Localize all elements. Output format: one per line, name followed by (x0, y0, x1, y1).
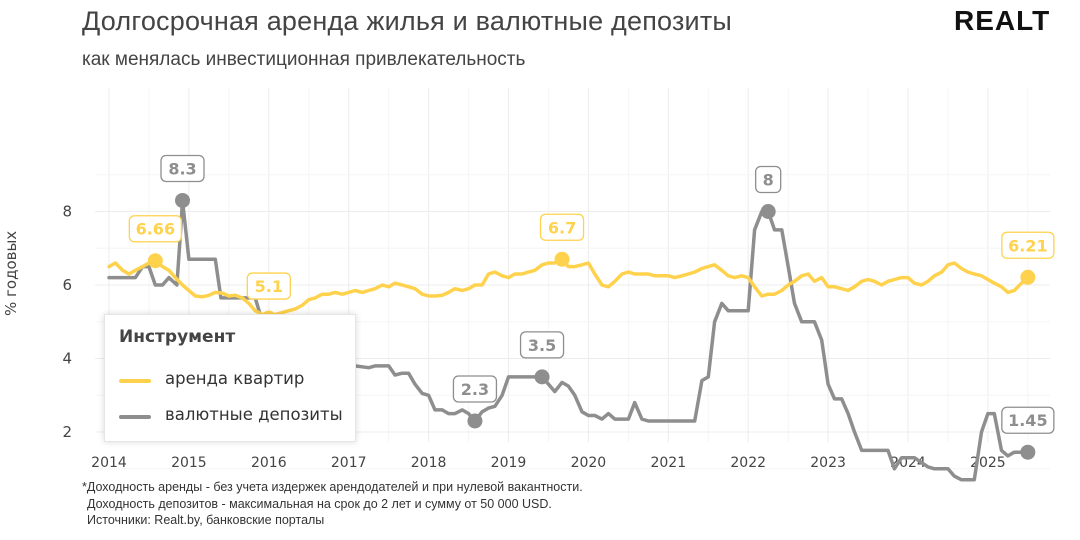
rent-annotation-point (554, 251, 570, 267)
legend-label-deposits: валютные депозиты (165, 405, 343, 424)
deposit-annotation-label: 8 (763, 171, 774, 190)
rent-annotation-label: 6.21 (1008, 236, 1047, 255)
footnote-sources: Источники: Realt.by, банковские порталы (87, 513, 325, 527)
deposit-annotation-point (760, 204, 776, 219)
legend: Инструмент аренда квартир валютные депоз… (104, 314, 356, 442)
deposit-annotation-label: 8.3 (168, 159, 196, 178)
deposit-annotation-box (160, 154, 205, 183)
y-tick-label: 6 (62, 276, 72, 294)
rent-annotation-box (128, 215, 182, 243)
legend-swatch-deposits (119, 415, 151, 419)
x-tick-label: 2017 (331, 455, 367, 471)
legend-label-rent: аренда квартир (165, 369, 305, 388)
y-tick-label: 2 (62, 423, 72, 441)
deposit-annotation-box (755, 165, 782, 194)
rent-annotation-point (147, 253, 163, 269)
legend-title: Инструмент (119, 327, 236, 347)
x-tick-label: 2019 (491, 455, 527, 471)
y-axis-label: % годовых (2, 230, 20, 316)
deposit-annotation-label: 2.3 (461, 380, 489, 399)
x-tick-label: 2021 (650, 455, 686, 471)
x-tick-label: 2014 (91, 455, 127, 471)
x-tick-label: 2023 (810, 455, 846, 471)
deposit-annotation-box (1001, 406, 1055, 434)
footnote-rent: *Доходность аренды - без учета издержек … (82, 480, 583, 494)
y-tick-label: 4 (62, 350, 72, 368)
chart-subtitle: как менялась инвестиционная привлекатель… (82, 49, 526, 70)
deposit-annotation-point (534, 369, 550, 385)
footnote-deposits: Доходность депозитов - максимальная на с… (87, 497, 552, 511)
rent-annotation-point (1020, 269, 1036, 285)
rent-annotation-box (1001, 231, 1055, 259)
rent-annotation-label: 5.1 (255, 277, 283, 296)
chart-title: Долгосрочная аренда жилья и валютные деп… (82, 6, 732, 36)
x-tick-label: 2022 (730, 455, 766, 471)
realt-logo: REALT (954, 5, 1051, 36)
y-tick-label: 8 (62, 203, 72, 221)
deposit-annotation-label: 3.5 (528, 336, 556, 355)
deposit-annotation-box (452, 375, 498, 403)
x-tick-label: 2020 (571, 455, 607, 471)
x-tick-label: 2015 (171, 455, 207, 471)
deposit-annotation-box (519, 331, 565, 359)
deposit-annotation-label: 1.45 (1008, 411, 1047, 430)
rent-annotation-box (246, 272, 291, 300)
x-tick-label: 2016 (251, 455, 287, 471)
legend-swatch-rent (119, 379, 151, 383)
rent-annotation-label: 6.66 (136, 220, 175, 239)
x-tick-label: 2018 (411, 455, 447, 471)
deposit-annotation-point (175, 192, 191, 208)
deposit-annotation-point (1020, 444, 1036, 460)
deposit-annotation-point (467, 413, 483, 429)
rent-annotation-label: 6.7 (548, 218, 576, 237)
rent-annotation-box (539, 213, 585, 241)
